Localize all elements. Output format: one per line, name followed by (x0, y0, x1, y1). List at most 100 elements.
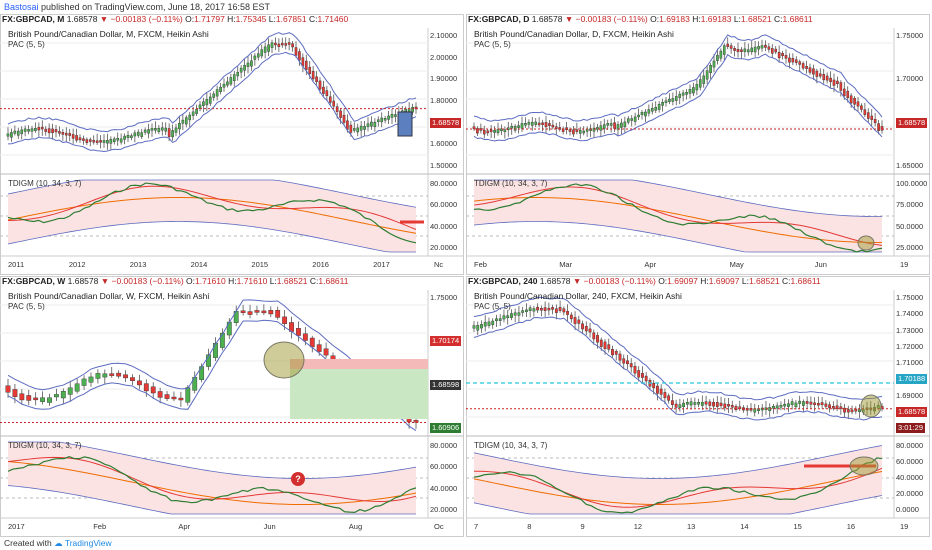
candle-body (157, 127, 161, 132)
candle-body (61, 131, 65, 135)
candle-body (674, 96, 678, 101)
candle-body (774, 48, 778, 53)
time-axis-label: Mar (559, 260, 573, 269)
candle-body (164, 394, 170, 399)
candle-body (226, 81, 229, 86)
cloud-icon: ☁ (54, 538, 63, 548)
tdigm-indicator-label: TDIGM (10, 34, 3, 7) (8, 179, 82, 188)
created-with-text: Created with (4, 538, 52, 548)
candle-body (109, 373, 115, 376)
candle-body (296, 328, 301, 336)
candle-body (23, 128, 27, 132)
chart-panel-2[interactable]: FX:GBPCAD, D 1.68578 ▼ −0.00183 (−0.11%)… (466, 14, 930, 275)
candle-body (822, 74, 826, 81)
candle-body (637, 370, 641, 378)
indicator-axis-label: 80.0000 (430, 441, 458, 450)
publication-header: Bastosai published on TradingView.com, J… (0, 0, 932, 14)
author-link[interactable]: Bastosai (4, 2, 39, 12)
candle-body (13, 130, 17, 134)
chart-canvas[interactable] (466, 14, 930, 275)
candle-body (370, 121, 373, 127)
candle-body (253, 55, 257, 60)
ohlc-c-label: C: (308, 14, 318, 24)
candle-body (787, 403, 790, 407)
candle-body (318, 80, 322, 90)
candle-body (743, 48, 747, 52)
candle-body (532, 308, 536, 312)
candle-body (530, 121, 534, 126)
tdi-lower-band (7, 221, 416, 253)
ohlc-o-value: 1.71610 (195, 276, 229, 286)
candle-body (633, 366, 637, 374)
candle-body (171, 130, 174, 138)
candle-body (824, 403, 828, 407)
candle-body (339, 110, 342, 118)
candle-body (486, 130, 490, 134)
candle-body (517, 312, 521, 316)
candle-body (527, 122, 531, 125)
time-axis-label: 2014 (190, 260, 208, 269)
time-axis-label: 14 (740, 522, 749, 531)
candle-body (154, 128, 157, 131)
candle-body (794, 59, 798, 63)
candle-body (81, 378, 87, 386)
chart-canvas[interactable]: ? (0, 276, 464, 537)
candle-body (704, 401, 708, 405)
candle-body (247, 311, 253, 315)
chart-panel-3[interactable]: ? FX:GBPCAD, W 1.68578 ▼ −0.00183 (−0.11%… (0, 276, 464, 537)
candle-body (394, 114, 397, 117)
pac-upper-line (7, 32, 417, 133)
candle-body (308, 66, 312, 74)
indicator-axis-label: 75.0000 (896, 200, 924, 210)
candle-body (794, 402, 798, 408)
tradingview-logo[interactable]: TradingView (64, 538, 112, 548)
candle-body (578, 130, 582, 134)
candle-body (541, 122, 544, 125)
candle-body (202, 101, 205, 106)
symbol-label[interactable]: FX:GBPCAD, 240 (468, 276, 540, 286)
price-change: ▼ −0.00183 (−0.11%) (99, 14, 186, 24)
ohlc-l-value: 1.68521 (740, 14, 774, 24)
price-axis-label: 1.65000 (896, 161, 924, 170)
candle-body (681, 92, 685, 96)
candle-body (5, 385, 11, 393)
candle-body (585, 129, 589, 132)
price-axis-label: 1.69000 (896, 390, 924, 400)
chart-canvas[interactable] (466, 276, 930, 537)
candle-body (566, 310, 569, 315)
chart-panel-1[interactable]: FX:GBPCAD, M 1.68578 ▼ −0.00183 (−0.11%)… (0, 14, 464, 275)
candle-body (88, 139, 92, 142)
tdi-upper-band (7, 179, 417, 208)
candle-body (808, 67, 812, 73)
candle-body (695, 84, 699, 91)
candle-body (359, 125, 363, 131)
candle-body (109, 139, 113, 144)
symbol-label[interactable]: FX:GBPCAD, M (2, 14, 67, 24)
candle-body (33, 397, 39, 401)
last-price: 1.68578 (67, 276, 101, 286)
candle-body (856, 101, 860, 107)
candle-body (547, 307, 551, 311)
candle-body (750, 47, 754, 53)
time-axis-label: 16 (846, 522, 856, 531)
candle-body (656, 385, 659, 394)
candle-body (85, 139, 89, 143)
symbol-label[interactable]: FX:GBPCAD, W (2, 276, 68, 286)
price-axis-label: 1.75000 (896, 293, 924, 302)
chart-header: FX:GBPCAD, 240 1.68578 ▼ −0.00183 (−0.11… (468, 276, 821, 287)
candle-body (71, 134, 75, 139)
ohlc-l-value: 1.67851 (275, 14, 309, 24)
tdi-band-fill (474, 180, 882, 252)
candle-body (34, 128, 37, 131)
ohlc-c-label: C: (309, 276, 319, 286)
candle-body (325, 90, 329, 97)
candle-body (10, 132, 13, 138)
chart-panel-4[interactable]: FX:GBPCAD, 240 1.68578 ▼ −0.00183 (−0.11… (466, 276, 930, 537)
candle-body (19, 393, 25, 401)
chart-title: British Pound/Canadian Dollar, D, FXCM, … (474, 29, 674, 39)
symbol-label[interactable]: FX:GBPCAD, D (468, 14, 532, 24)
candle-body (254, 310, 260, 313)
time-axis-label: Feb (474, 260, 487, 269)
candle-body (160, 127, 164, 131)
chart-canvas[interactable] (0, 14, 464, 275)
